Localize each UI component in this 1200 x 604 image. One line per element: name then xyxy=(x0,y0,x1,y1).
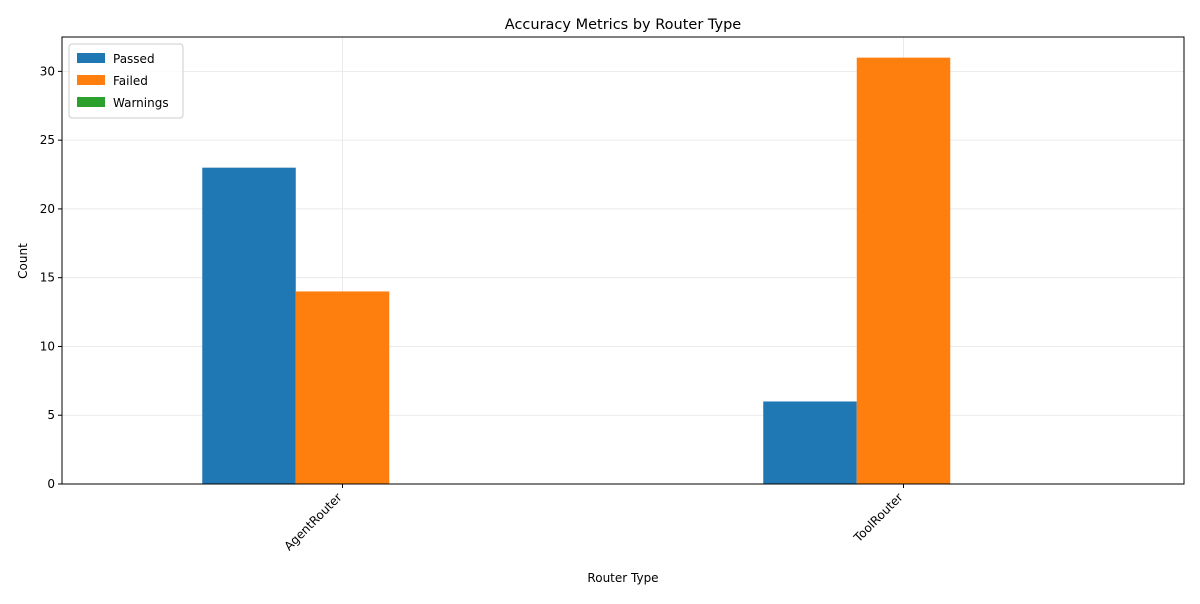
legend-label-failed: Failed xyxy=(113,74,148,88)
legend-swatch-passed xyxy=(77,53,105,63)
legend: Passed Failed Warnings xyxy=(68,43,184,119)
y-tick-label: 15 xyxy=(40,271,55,285)
y-tick-label: 25 xyxy=(40,133,55,147)
bar-failed-toolrouter xyxy=(856,57,951,484)
legend-label-warnings: Warnings xyxy=(113,96,169,110)
y-axis-label: Count xyxy=(16,243,30,279)
y-tick-label: 10 xyxy=(40,339,55,353)
legend-label-passed: Passed xyxy=(113,52,155,66)
y-tick-label: 20 xyxy=(40,202,55,216)
bars xyxy=(202,57,951,484)
legend-swatch-failed xyxy=(77,75,105,85)
bar-passed-toolrouter xyxy=(763,401,857,484)
y-tick-label: 5 xyxy=(47,408,55,422)
y-tick-label: 30 xyxy=(40,64,55,78)
chart-title: Accuracy Metrics by Router Type xyxy=(505,17,741,33)
x-axis-label: Router Type xyxy=(587,571,658,585)
legend-swatch-warnings xyxy=(77,97,105,107)
y-axis: 0 5 10 15 20 25 30 xyxy=(40,64,62,491)
plot-frame xyxy=(61,36,1185,485)
y-tick-label: 0 xyxy=(47,477,55,491)
bar-passed-agentrouter xyxy=(202,167,296,484)
bar-failed-agentrouter xyxy=(295,291,390,484)
